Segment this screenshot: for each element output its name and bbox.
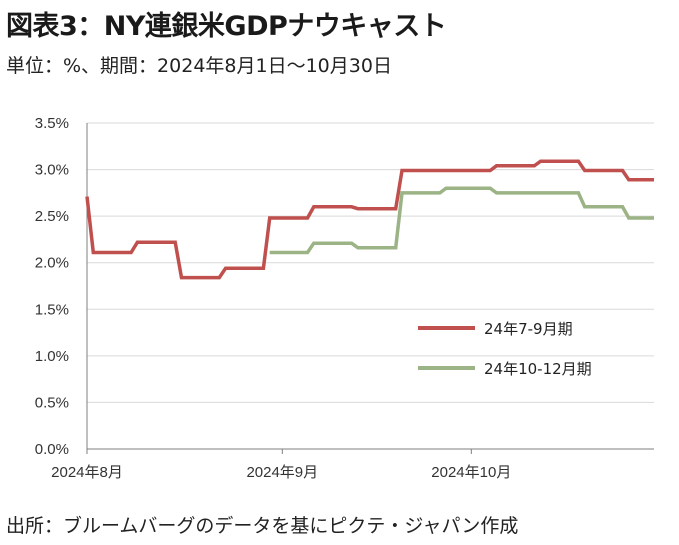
y-tick-label: 3.0% <box>35 162 69 179</box>
source-note: 出所：ブルームバーグのデータを基にピクテ・ジャパン作成 <box>6 515 519 537</box>
y-tick-label: 2.0% <box>35 255 69 272</box>
y-tick-label: 0.5% <box>35 394 69 411</box>
chart-subtitle: 単位：%、期間：2024年8月1日～10月30日 <box>6 55 392 77</box>
y-tick-label: 3.5% <box>35 115 69 132</box>
x-tick-label: 2024年8月 <box>51 464 123 481</box>
x-tick-label: 2024年10月 <box>431 464 511 481</box>
x-axis: 2024年8月 2024年9月 2024年10月 <box>51 448 654 481</box>
x-tick-label: 2024年9月 <box>246 464 318 481</box>
series-line-1 <box>269 186 654 255</box>
y-axis: 0.0% 0.5% 1.0% 1.5% 2.0% 2.5% 3.0% 3.5% <box>35 115 88 458</box>
legend-label: 24年10-12月期 <box>484 360 592 378</box>
y-tick-label: 0.0% <box>35 441 69 458</box>
series-line-0 <box>85 159 654 280</box>
chart-title: 図表3：NY連銀米GDPナウキャスト <box>6 11 447 42</box>
y-tick-label: 1.5% <box>35 301 69 318</box>
y-tick-label: 1.0% <box>35 348 69 365</box>
legend-label: 24年7-9月期 <box>484 320 573 338</box>
gridlines <box>87 122 654 403</box>
series-lines <box>85 159 654 280</box>
legend: 24年7-9月期 24年10-12月期 <box>418 320 592 378</box>
y-tick-label: 2.5% <box>35 208 69 225</box>
